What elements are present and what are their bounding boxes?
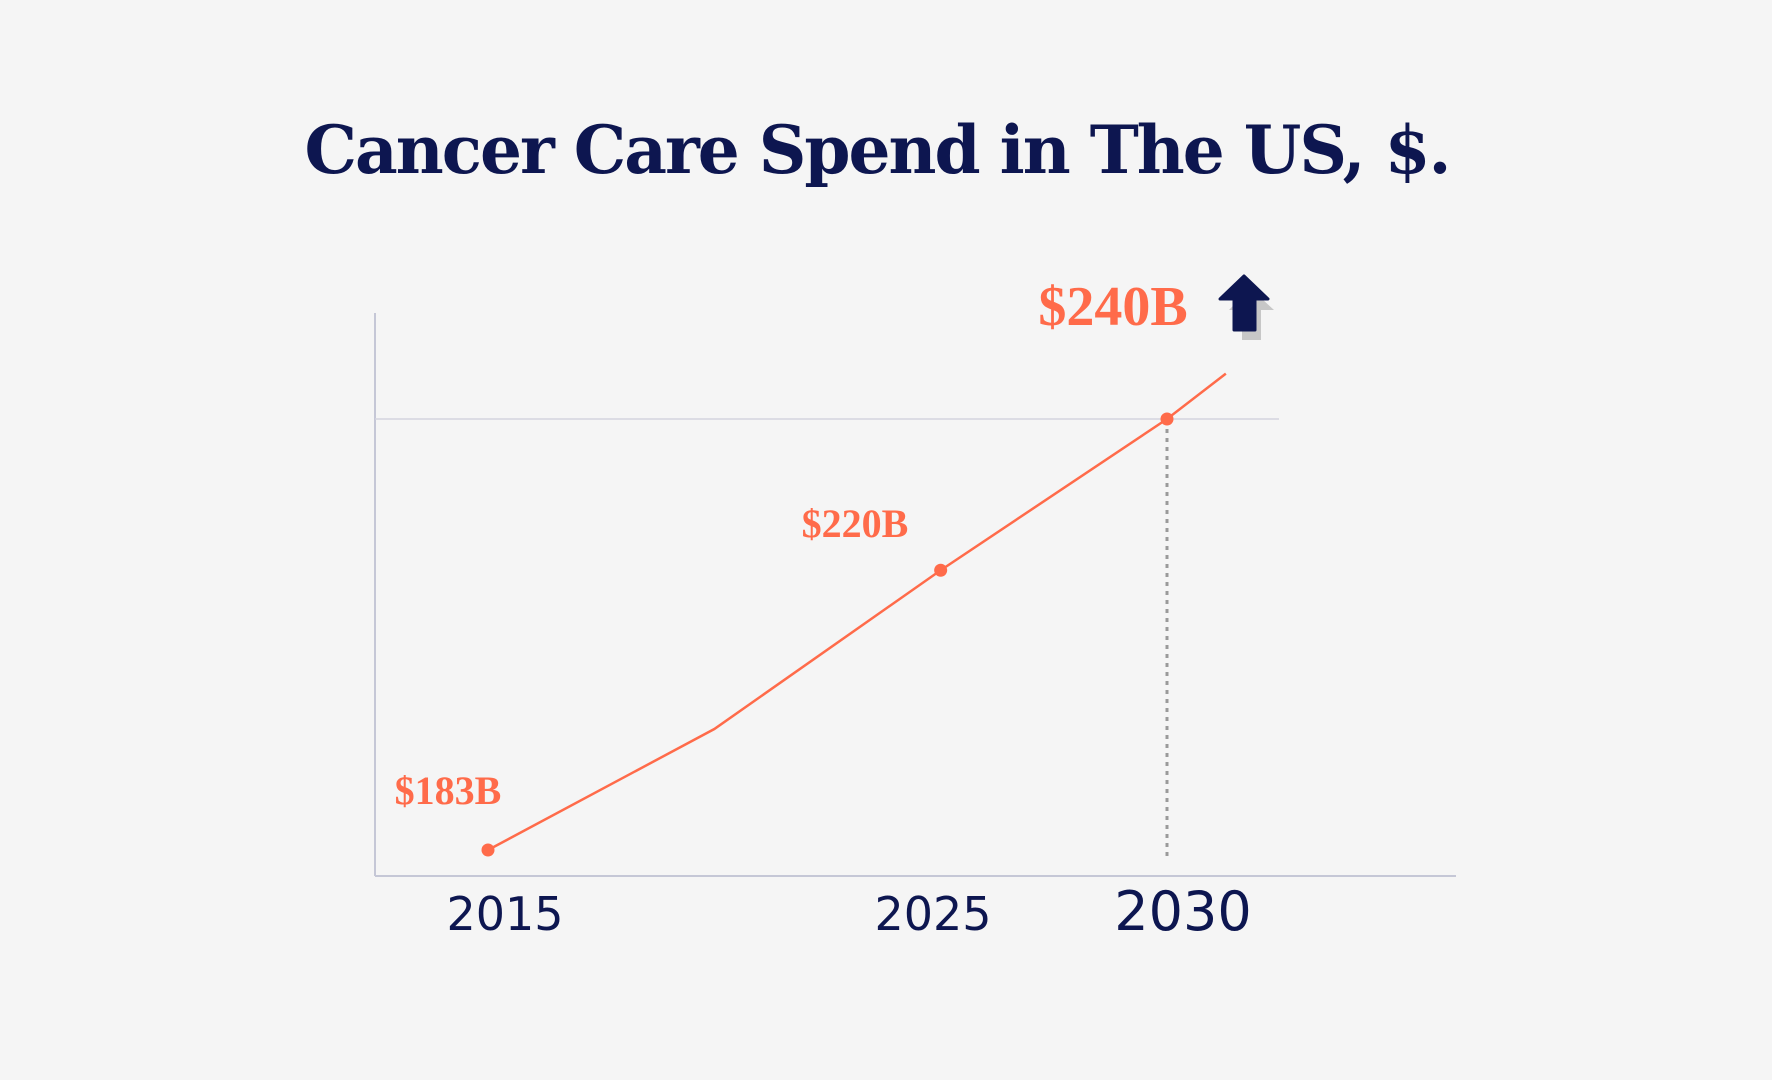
x-tick-label-2015: 2015	[446, 887, 563, 941]
data-point-2030	[1160, 412, 1174, 426]
series-line	[487, 372, 1227, 852]
chart-title: Cancer Care Spend in The US, $.	[305, 111, 1450, 189]
x-tick-label-2025: 2025	[874, 887, 991, 941]
x-tick-label-2030: 2030	[1114, 880, 1251, 943]
data-point-2015	[481, 843, 495, 857]
data-label-2015: $183B	[395, 768, 502, 813]
data-label-2025: $220B	[802, 501, 909, 546]
data-point-2025	[934, 563, 948, 577]
arrow-up-icon	[1218, 274, 1274, 340]
data-label-2030: $240B	[1038, 276, 1187, 338]
